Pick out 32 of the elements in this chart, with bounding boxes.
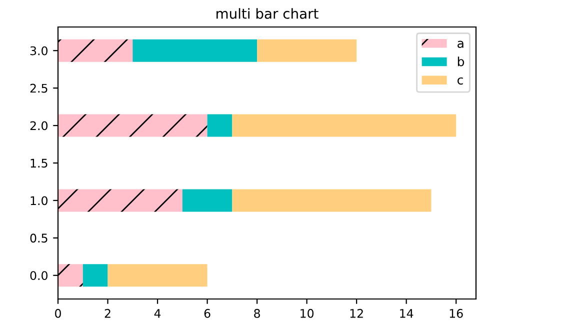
chart-title: multi bar chart (216, 8, 318, 19)
y-tick-label: 1.5 (30, 158, 48, 168)
y-tick-label: 3.0 (30, 46, 48, 56)
x-tick-label: 4 (154, 309, 161, 318)
bar (58, 189, 182, 212)
y-tick-label: 0.0 (30, 271, 48, 280)
legend-label: a (458, 40, 464, 48)
bar (82, 264, 108, 287)
bar (182, 189, 232, 212)
bar (58, 114, 208, 137)
bar (207, 114, 232, 137)
bar (58, 39, 133, 62)
x-tick-label: 12 (350, 308, 363, 318)
y-tick-label: 0.5 (30, 234, 48, 243)
bar (232, 189, 432, 212)
y-tick-label: 1.0 (30, 196, 48, 206)
bar (108, 264, 208, 287)
bar (232, 114, 456, 137)
y-tick-label: 2.0 (30, 121, 48, 130)
x-tick-label: 8 (254, 308, 260, 318)
x-tick-label: 6 (204, 308, 210, 318)
x-tick-label: 2 (104, 308, 110, 318)
bar (132, 39, 258, 62)
x-tick-label: 0 (55, 308, 61, 318)
x-tick-label: 10 (300, 308, 314, 318)
legend-label: b (458, 56, 464, 66)
bar (58, 264, 83, 287)
x-tick-label: 16 (450, 308, 463, 318)
legend-label: c (458, 77, 463, 85)
x-tick-label: 14 (400, 309, 414, 318)
y-tick-label: 2.5 (30, 84, 48, 93)
bar (257, 39, 357, 62)
